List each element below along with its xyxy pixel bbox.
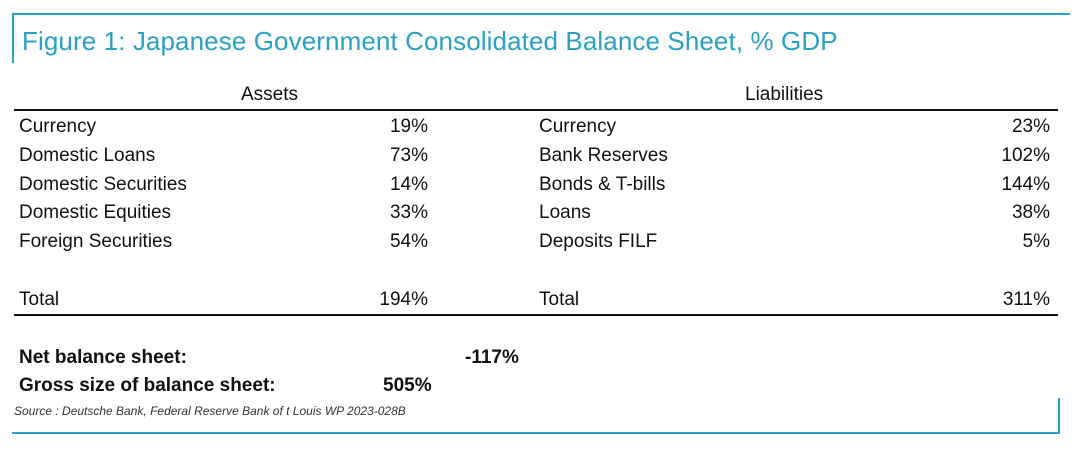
frame-top-border (12, 13, 1070, 15)
frame-bottom-border (12, 432, 1060, 434)
liability-value: 144% (1001, 174, 1050, 195)
figure-title: Figure 1: Japanese Government Consolidat… (22, 26, 838, 56)
gross-size-value: 505% (383, 375, 432, 396)
liabilities-header: Liabilities (745, 84, 824, 105)
net-balance-label: Net balance sheet: (19, 347, 187, 368)
liability-label: Deposits FILF (539, 231, 658, 252)
asset-value: 54% (389, 231, 428, 252)
liability-label: Bank Reserves (539, 145, 668, 166)
asset-label: Domestic Equities (19, 202, 172, 223)
liabilities-total-value: 311% (1002, 289, 1050, 310)
liability-value: 5% (1022, 231, 1050, 252)
gross-size-label: Gross size of balance sheet: (19, 375, 276, 396)
liability-value: 102% (1001, 145, 1050, 166)
source-note: Source : Deutsche Bank, Federal Reserve … (14, 404, 406, 418)
asset-value: 33% (389, 202, 428, 223)
liability-label: Loans (539, 202, 591, 223)
asset-value: 14% (389, 174, 428, 195)
assets-header: Assets (241, 84, 299, 105)
asset-value: 19% (389, 116, 428, 137)
asset-value: 73% (389, 145, 428, 166)
assets-total-value: 194% (379, 289, 428, 310)
liabilities-total-label: Total (539, 289, 580, 310)
asset-label: Currency (19, 116, 97, 137)
frame-right-border (1058, 398, 1060, 434)
assets-total-label: Total (19, 289, 60, 310)
asset-label: Domestic Loans (19, 145, 156, 166)
liability-label: Currency (539, 116, 617, 137)
liability-value: 23% (1011, 116, 1050, 137)
table-top-rule (14, 109, 1058, 111)
table-bottom-rule (14, 314, 1058, 316)
asset-label: Domestic Securities (19, 174, 187, 195)
net-balance-value: -117% (465, 347, 519, 368)
asset-label: Foreign Securities (19, 231, 173, 252)
frame-left-border (12, 13, 14, 63)
liability-label: Bonds & T-bills (539, 174, 666, 195)
liability-value: 38% (1011, 202, 1050, 223)
